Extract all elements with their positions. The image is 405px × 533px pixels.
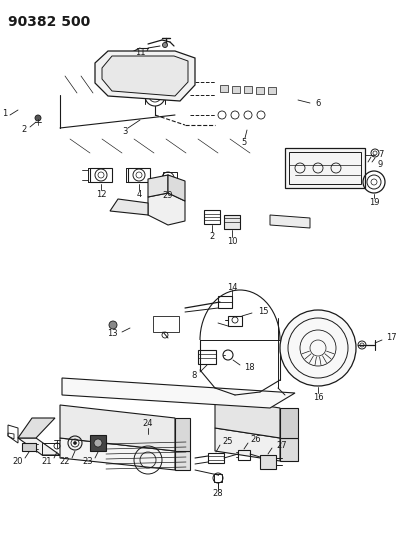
Bar [288, 152, 360, 184]
Polygon shape [102, 56, 188, 96]
Text: 12: 12 [96, 190, 106, 198]
Polygon shape [279, 438, 297, 461]
Text: 15: 15 [257, 308, 268, 317]
Circle shape [94, 439, 102, 447]
Polygon shape [62, 378, 294, 408]
Polygon shape [95, 51, 194, 101]
Bar [259, 455, 275, 469]
Text: 14: 14 [226, 282, 237, 292]
Text: 5: 5 [241, 138, 246, 147]
Bar [237, 450, 249, 460]
Text: 19: 19 [368, 198, 378, 206]
Bar [90, 168, 112, 182]
Text: 2: 2 [209, 231, 214, 240]
Bar [162, 172, 177, 184]
Bar [198, 350, 215, 364]
Polygon shape [18, 438, 60, 455]
Circle shape [35, 115, 41, 121]
Bar [90, 435, 106, 451]
Text: 22: 22 [60, 457, 70, 466]
Polygon shape [168, 175, 185, 201]
Text: 20: 20 [13, 457, 23, 466]
Polygon shape [215, 428, 279, 461]
Text: 18: 18 [243, 364, 254, 373]
Text: 2: 2 [22, 125, 27, 133]
Text: 10: 10 [226, 237, 237, 246]
Polygon shape [110, 199, 148, 215]
Bar [153, 316, 179, 332]
Text: 6: 6 [314, 99, 320, 108]
Polygon shape [60, 438, 175, 470]
Text: 27: 27 [275, 440, 286, 449]
Text: 9: 9 [377, 159, 382, 168]
Text: 11: 11 [134, 47, 145, 56]
Bar [284, 148, 364, 188]
Circle shape [73, 441, 76, 445]
Bar [203, 210, 220, 224]
Polygon shape [148, 193, 185, 225]
Bar [256, 86, 263, 93]
Text: 17: 17 [385, 334, 396, 343]
Text: 4: 4 [136, 190, 141, 198]
Bar [207, 453, 224, 463]
Circle shape [279, 310, 355, 386]
Bar [224, 215, 239, 229]
Polygon shape [60, 405, 175, 451]
Polygon shape [148, 175, 168, 197]
Polygon shape [269, 215, 309, 228]
Text: 25: 25 [222, 438, 232, 447]
Polygon shape [279, 408, 297, 438]
Text: 29: 29 [162, 190, 173, 199]
Text: 1: 1 [2, 109, 7, 117]
Text: 90382 500: 90382 500 [8, 15, 90, 29]
Text: 23: 23 [82, 457, 93, 466]
Text: 7: 7 [377, 149, 382, 158]
Text: 24: 24 [143, 419, 153, 429]
Bar [228, 316, 241, 326]
Polygon shape [215, 398, 279, 438]
Polygon shape [18, 418, 55, 438]
Circle shape [109, 321, 117, 329]
Text: 21: 21 [41, 457, 52, 466]
Bar [217, 296, 231, 308]
Bar [243, 86, 252, 93]
Polygon shape [175, 418, 190, 451]
Text: 28: 28 [212, 489, 223, 498]
Bar [220, 85, 228, 92]
Text: 8: 8 [191, 370, 196, 379]
Text: 26: 26 [249, 435, 260, 445]
Bar [22, 443, 36, 451]
Bar [213, 474, 222, 482]
Bar [128, 168, 149, 182]
Bar [231, 85, 239, 93]
Text: 13: 13 [107, 329, 118, 338]
Polygon shape [175, 451, 190, 470]
Text: 16: 16 [312, 392, 322, 401]
Bar [267, 87, 275, 94]
Circle shape [162, 43, 167, 47]
Text: 3: 3 [122, 126, 128, 135]
